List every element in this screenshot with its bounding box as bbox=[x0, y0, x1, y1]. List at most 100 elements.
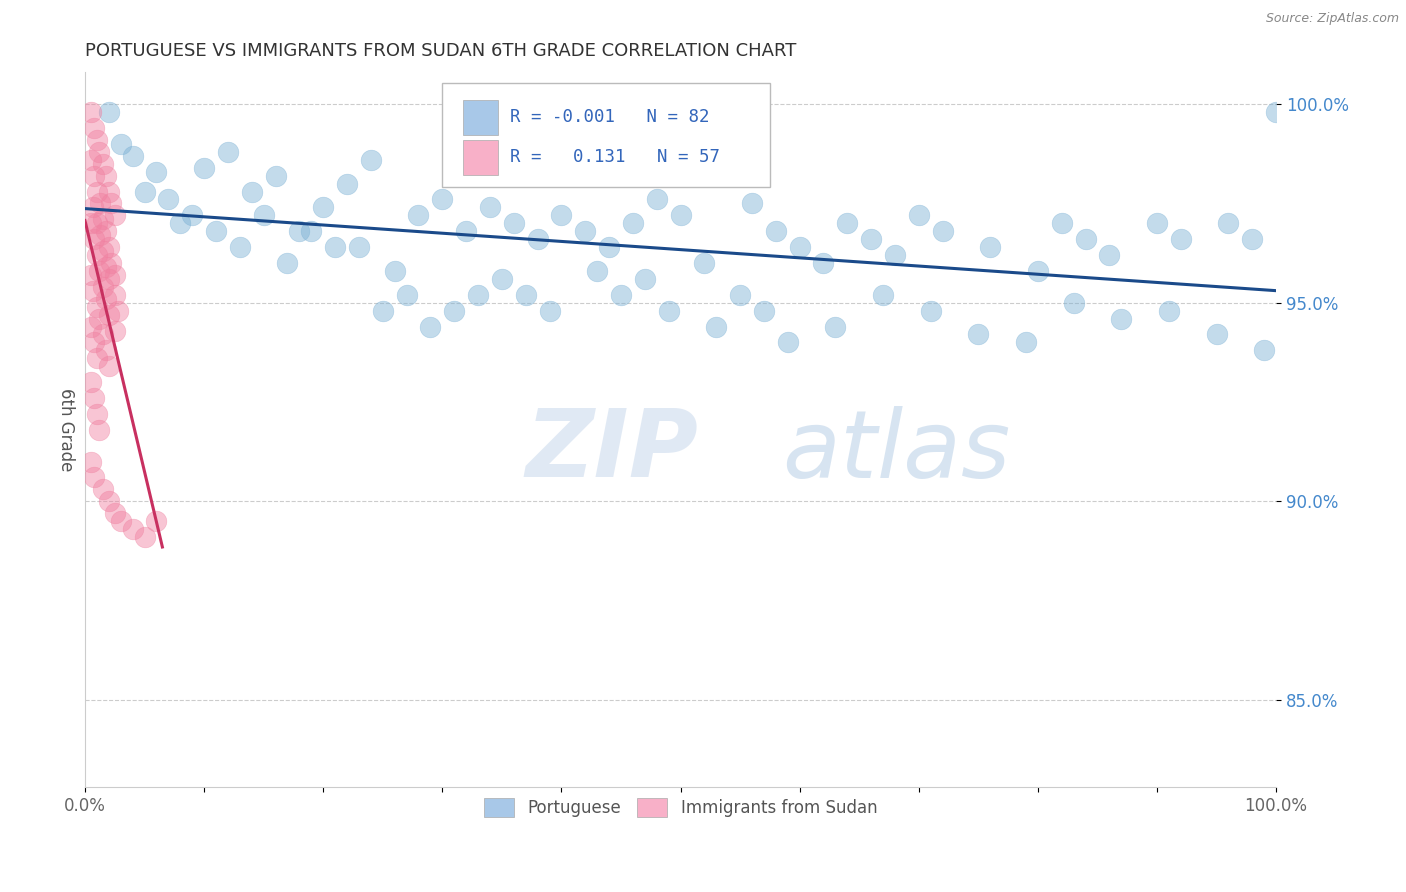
Point bbox=[526, 232, 548, 246]
Point bbox=[91, 212, 114, 227]
Point bbox=[97, 272, 120, 286]
Legend: Portuguese, Immigrants from Sudan: Portuguese, Immigrants from Sudan bbox=[475, 789, 886, 825]
Point bbox=[169, 216, 191, 230]
Point bbox=[145, 514, 167, 528]
Point bbox=[89, 196, 111, 211]
Point bbox=[264, 169, 287, 183]
Point bbox=[97, 308, 120, 322]
Text: Source: ZipAtlas.com: Source: ZipAtlas.com bbox=[1265, 12, 1399, 25]
Point bbox=[253, 208, 276, 222]
Point bbox=[86, 300, 108, 314]
Point bbox=[91, 244, 114, 259]
Point bbox=[1063, 295, 1085, 310]
Point bbox=[979, 240, 1001, 254]
Text: ZIP: ZIP bbox=[526, 405, 699, 497]
Point bbox=[91, 327, 114, 342]
Point bbox=[1157, 303, 1180, 318]
Point bbox=[323, 240, 346, 254]
Point bbox=[837, 216, 859, 230]
Point bbox=[884, 248, 907, 262]
Point bbox=[312, 201, 335, 215]
Point bbox=[97, 185, 120, 199]
Point bbox=[80, 105, 103, 120]
Point bbox=[83, 121, 105, 136]
Point bbox=[181, 208, 204, 222]
FancyBboxPatch shape bbox=[443, 83, 770, 186]
Point bbox=[467, 287, 489, 301]
Point bbox=[669, 208, 692, 222]
Text: R =   0.131   N = 57: R = 0.131 N = 57 bbox=[510, 148, 720, 166]
Bar bbox=[463, 100, 498, 135]
Point bbox=[89, 145, 111, 159]
Point bbox=[347, 240, 370, 254]
Point bbox=[776, 335, 799, 350]
Point bbox=[134, 530, 156, 544]
Point bbox=[110, 514, 132, 528]
Point bbox=[813, 256, 835, 270]
Point bbox=[1015, 335, 1038, 350]
Point bbox=[360, 153, 382, 167]
Point bbox=[240, 185, 263, 199]
Point bbox=[645, 193, 668, 207]
Point bbox=[86, 351, 108, 366]
Point bbox=[824, 319, 846, 334]
Point bbox=[83, 391, 105, 405]
Point bbox=[693, 256, 716, 270]
Point bbox=[229, 240, 252, 254]
Point bbox=[121, 522, 143, 536]
Point bbox=[80, 319, 103, 334]
Point bbox=[586, 264, 609, 278]
Text: R = -0.001   N = 82: R = -0.001 N = 82 bbox=[510, 108, 710, 126]
Point bbox=[502, 216, 524, 230]
Point bbox=[91, 280, 114, 294]
Point bbox=[1170, 232, 1192, 246]
Point bbox=[104, 208, 127, 222]
Point bbox=[91, 483, 114, 497]
Bar bbox=[463, 140, 498, 175]
Point bbox=[299, 224, 322, 238]
Point bbox=[336, 177, 359, 191]
Point bbox=[82, 284, 104, 298]
Point bbox=[1265, 105, 1288, 120]
Point bbox=[872, 287, 894, 301]
Point bbox=[86, 185, 108, 199]
Point bbox=[193, 161, 215, 175]
Point bbox=[83, 335, 105, 350]
Point bbox=[478, 201, 501, 215]
Point bbox=[456, 224, 478, 238]
Point bbox=[1074, 232, 1097, 246]
Point bbox=[110, 136, 132, 151]
Point bbox=[104, 268, 127, 282]
Point bbox=[728, 287, 751, 301]
Point bbox=[80, 153, 103, 167]
Point bbox=[432, 193, 454, 207]
Point bbox=[100, 256, 122, 270]
Point bbox=[276, 256, 298, 270]
Point bbox=[83, 169, 105, 183]
Point bbox=[598, 240, 620, 254]
Point bbox=[752, 303, 775, 318]
Point bbox=[107, 303, 129, 318]
Point bbox=[104, 506, 127, 520]
Point bbox=[1026, 264, 1049, 278]
Point bbox=[931, 224, 953, 238]
Point bbox=[96, 169, 118, 183]
Point bbox=[288, 224, 311, 238]
Point bbox=[1205, 327, 1227, 342]
Text: atlas: atlas bbox=[782, 406, 1010, 497]
Point bbox=[96, 292, 118, 306]
Point bbox=[134, 185, 156, 199]
Point bbox=[82, 201, 104, 215]
Point bbox=[86, 133, 108, 147]
Point bbox=[157, 193, 180, 207]
Point bbox=[419, 319, 441, 334]
Point bbox=[443, 303, 465, 318]
Point bbox=[89, 264, 111, 278]
Point bbox=[515, 287, 537, 301]
Point bbox=[550, 208, 572, 222]
Point bbox=[491, 272, 513, 286]
Text: PORTUGUESE VS IMMIGRANTS FROM SUDAN 6TH GRADE CORRELATION CHART: PORTUGUESE VS IMMIGRANTS FROM SUDAN 6TH … bbox=[84, 42, 796, 60]
Point bbox=[83, 232, 105, 246]
Point bbox=[121, 149, 143, 163]
Point bbox=[205, 224, 228, 238]
